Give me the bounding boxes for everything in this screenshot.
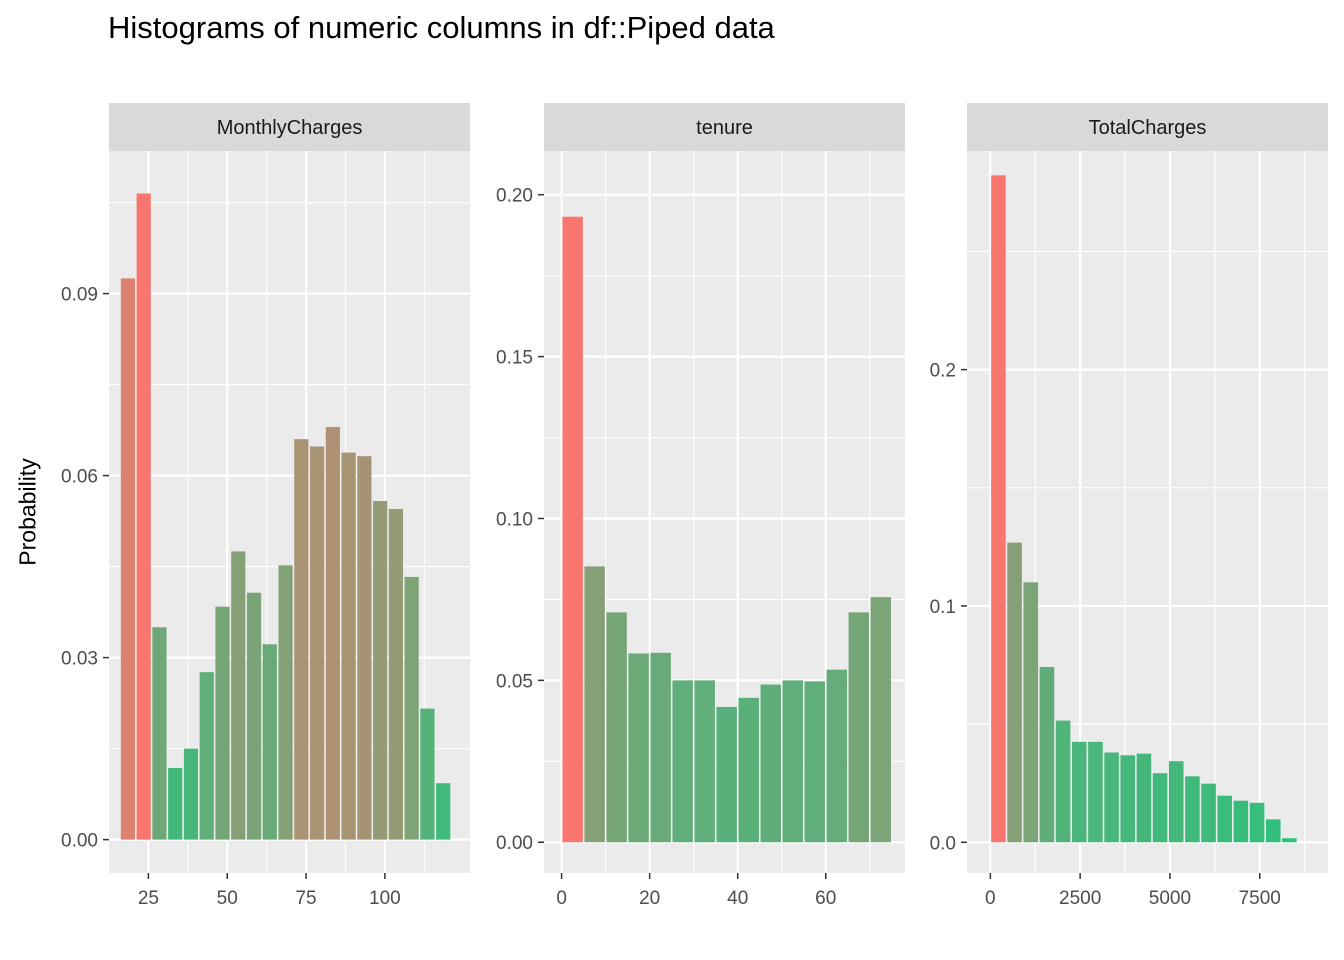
facet-strip-label: TotalCharges bbox=[1089, 117, 1207, 139]
y-tick-label: 0.09 bbox=[61, 285, 98, 306]
histogram-bar bbox=[294, 439, 309, 840]
histogram-bar bbox=[991, 175, 1006, 843]
histogram-bar bbox=[1136, 753, 1152, 843]
histogram-bar bbox=[628, 653, 649, 843]
facet-panel-MonthlyCharges: MonthlyCharges 0.00 0.03 0.06 0.09 25 50 75 100 bbox=[61, 103, 470, 909]
y-tick-label: 0.10 bbox=[496, 509, 533, 530]
x-tick-label: 7500 bbox=[1239, 888, 1281, 909]
histogram-bar bbox=[436, 783, 451, 840]
y-tick-label: 0.06 bbox=[61, 467, 98, 488]
x-tick-label: 0 bbox=[556, 888, 567, 909]
y-tick-label: 0.00 bbox=[496, 833, 533, 854]
histogram-bar bbox=[1055, 720, 1071, 843]
histogram-bar bbox=[1249, 802, 1265, 843]
histogram-bar bbox=[310, 446, 325, 840]
histogram-bar bbox=[168, 768, 183, 840]
y-tick-label: 0.00 bbox=[61, 831, 98, 852]
histogram-bar bbox=[738, 697, 759, 843]
histogram-bar bbox=[404, 576, 419, 840]
histogram-bar bbox=[246, 592, 262, 840]
facet-panel-tenure: tenure 0.00 0.05 0.10 0.15 0.20 0 20 40 60 bbox=[496, 103, 905, 909]
histogram-bar bbox=[1201, 783, 1216, 843]
facet-strip-label: tenure bbox=[696, 117, 753, 139]
histogram-bar bbox=[231, 551, 246, 840]
histogram-bar bbox=[183, 748, 199, 840]
histogram-bar bbox=[1120, 755, 1136, 843]
histogram-bar bbox=[694, 680, 715, 843]
histogram-bar bbox=[136, 193, 151, 840]
histogram-bar bbox=[650, 652, 671, 843]
histogram-bar bbox=[199, 672, 214, 840]
histogram-bar bbox=[120, 278, 135, 840]
histogram-bar bbox=[1217, 795, 1233, 843]
histogram-bar bbox=[1152, 773, 1168, 843]
histogram-bar bbox=[1104, 752, 1119, 843]
histogram-bar bbox=[826, 669, 847, 843]
histogram-bar bbox=[606, 612, 627, 843]
chart-title: Histograms of numeric columns in df::Pip… bbox=[108, 10, 775, 45]
y-tick-label: 0.1 bbox=[930, 597, 956, 618]
x-tick-label: 0 bbox=[985, 888, 996, 909]
facet-panel-TotalCharges: TotalCharges 0.0 0.1 0.2 0 2500 5000 7500 bbox=[930, 103, 1328, 909]
x-tick-label: 100 bbox=[369, 888, 401, 909]
facet-strip bbox=[967, 103, 1328, 151]
histogram-bar bbox=[1168, 761, 1184, 843]
histogram-bar bbox=[870, 597, 891, 843]
x-tick-label: 5000 bbox=[1149, 888, 1191, 909]
facet-strip bbox=[544, 103, 905, 151]
histogram-bar bbox=[672, 680, 693, 843]
histogram-bar bbox=[1007, 542, 1022, 843]
histogram-bar bbox=[278, 565, 293, 840]
histogram-bar bbox=[1233, 800, 1249, 843]
x-tick-label: 25 bbox=[138, 888, 159, 909]
y-tick-label: 0.0 bbox=[930, 833, 956, 854]
y-tick-label: 0.03 bbox=[61, 649, 98, 670]
histogram-bar bbox=[152, 627, 167, 840]
histogram-bar bbox=[760, 684, 781, 843]
histogram-bar bbox=[1088, 741, 1103, 843]
x-tick-label: 75 bbox=[295, 888, 316, 909]
histogram-bar bbox=[804, 681, 825, 843]
x-tick-label: 40 bbox=[727, 888, 748, 909]
histogram-bar bbox=[848, 612, 869, 843]
histogram-bar bbox=[341, 452, 356, 840]
histogram-bar bbox=[1282, 838, 1297, 843]
histogram-bar bbox=[1023, 582, 1039, 843]
histogram-bar bbox=[373, 501, 388, 840]
y-tick-label: 0.20 bbox=[496, 186, 533, 207]
histogram-bar bbox=[325, 427, 340, 840]
histogram-bar bbox=[1265, 819, 1281, 843]
histogram-bar bbox=[420, 708, 435, 840]
facet-strip bbox=[109, 103, 470, 151]
y-tick-label: 0.2 bbox=[930, 361, 956, 382]
histogram-bar bbox=[562, 216, 583, 843]
histogram-bar bbox=[388, 508, 403, 840]
histogram-bar bbox=[1185, 776, 1200, 843]
histogram-bar bbox=[584, 566, 605, 843]
histogram-bar bbox=[716, 706, 737, 843]
histogram-bar bbox=[262, 644, 277, 840]
y-tick-label: 0.15 bbox=[496, 348, 533, 369]
histogram-bar bbox=[357, 456, 372, 840]
histogram-bar bbox=[215, 606, 230, 840]
histogram-bar bbox=[782, 680, 803, 843]
x-tick-label: 2500 bbox=[1059, 888, 1101, 909]
x-tick-label: 50 bbox=[217, 888, 238, 909]
x-tick-label: 20 bbox=[639, 888, 660, 909]
y-tick-label: 0.05 bbox=[496, 671, 533, 692]
facet-strip-label: MonthlyCharges bbox=[217, 117, 363, 139]
x-tick-label: 60 bbox=[815, 888, 836, 909]
histogram-bar bbox=[1071, 741, 1087, 843]
histogram-bar bbox=[1039, 666, 1055, 843]
